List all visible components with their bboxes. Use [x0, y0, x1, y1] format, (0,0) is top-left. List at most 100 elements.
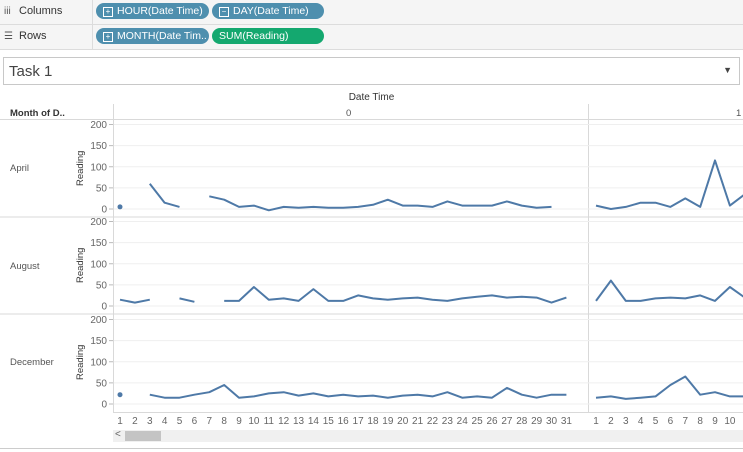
month-label-december: December — [10, 357, 54, 368]
y-tick-label: 0 — [101, 302, 107, 313]
y-tick-label: 150 — [90, 141, 107, 152]
collapse-icon[interactable]: − — [219, 7, 229, 17]
series-hour0-august-line — [224, 286, 567, 304]
x-tick-label: 19 — [382, 416, 394, 427]
y-tick-label: 100 — [90, 259, 107, 270]
series-hour0-december-point — [117, 392, 123, 398]
x-tick-label: 13 — [293, 416, 305, 427]
series-hour0-august-line — [119, 298, 150, 304]
sum-reading-pill[interactable]: SUM(Reading) — [212, 28, 324, 44]
x-tick-label: 12 — [278, 416, 290, 427]
y-tick-label: 100 — [90, 357, 107, 368]
hour-1-header: 1 — [736, 108, 742, 119]
chart-bottom-border — [113, 412, 743, 413]
shelf-divider — [92, 0, 93, 24]
series-hour0-august-line — [179, 297, 195, 303]
date-time-header: Date Time — [348, 92, 395, 103]
x-tick-label: 24 — [457, 416, 469, 427]
x-tick-label: 10 — [248, 416, 260, 427]
x-tick-label: 26 — [486, 416, 498, 427]
x-tick-label: 7 — [206, 416, 212, 427]
x-tick-label: 6 — [668, 416, 674, 427]
rows-shelf: ☰ Rows + MONTH(Date Tim.. SUM(Reading) — [0, 25, 743, 50]
scroll-left-icon[interactable]: < — [115, 429, 121, 440]
x-tick-label: 15 — [323, 416, 335, 427]
x-tick-label: 22 — [427, 416, 439, 427]
x-tick-label: 4 — [162, 416, 168, 427]
x-tick-label: 3 — [147, 416, 153, 427]
y-tick-label: 200 — [90, 120, 107, 131]
x-tick-label: 18 — [367, 416, 379, 427]
expand-icon[interactable]: + — [103, 32, 113, 42]
x-tick-label: 29 — [531, 416, 543, 427]
x-tick-label: 25 — [472, 416, 484, 427]
columns-shelf: iii Columns + HOUR(Date Time) − DAY(Date Ti… — [0, 0, 743, 25]
series-hour0-december-line — [149, 384, 567, 399]
y-tick-label: 200 — [90, 217, 107, 228]
row-header-divider — [113, 104, 114, 412]
x-tick-label: 4 — [638, 416, 644, 427]
x-tick-label: 23 — [442, 416, 454, 427]
y-tick-label: 50 — [96, 280, 108, 291]
y-tick-label: 0 — [101, 400, 107, 411]
x-tick-label: 5 — [177, 416, 183, 427]
month-of-date-header[interactable]: Month of D.. — [10, 108, 65, 119]
y-tick-label: 50 — [96, 378, 108, 389]
x-tick-label: 28 — [516, 416, 528, 427]
x-tick-label: 1 — [593, 416, 599, 427]
x-tick-label: 17 — [353, 416, 365, 427]
shelf-divider — [92, 25, 93, 49]
x-tick-label: 3 — [623, 416, 629, 427]
x-tick-label: 1 — [117, 416, 123, 427]
y-tick-label: 150 — [90, 238, 107, 249]
sheet-title-box[interactable]: Task 1 ▼ — [3, 57, 740, 85]
hour-date-time-pill[interactable]: + HOUR(Date Time) — [96, 3, 209, 19]
series-hour1-august-line — [595, 279, 743, 302]
y-tick-label: 0 — [101, 205, 107, 216]
x-tick-label: 16 — [338, 416, 350, 427]
series-hour0-april-point — [117, 204, 123, 210]
y-tick-label: 50 — [96, 183, 108, 194]
hour-0-header: 0 — [346, 108, 352, 119]
x-tick-label: 8 — [697, 416, 703, 427]
bottom-border — [0, 448, 743, 449]
x-tick-label: 14 — [308, 416, 320, 427]
x-tick-label: 30 — [546, 416, 558, 427]
series-hour1-april-line — [595, 159, 743, 210]
title-dropdown-icon[interactable]: ▼ — [723, 65, 732, 75]
columns-shelf-label: iii Columns — [4, 5, 63, 17]
y-tick-label: 100 — [90, 162, 107, 173]
rows-icon: ☰ — [4, 31, 13, 42]
columns-icon: iii — [4, 6, 11, 17]
x-tick-label: 9 — [712, 416, 718, 427]
x-tick-label: 9 — [236, 416, 242, 427]
expand-icon[interactable]: + — [103, 7, 113, 17]
sheet-title: Task 1 — [9, 63, 53, 80]
x-tick-label: 7 — [682, 416, 688, 427]
day-date-time-pill[interactable]: − DAY(Date Time) — [212, 3, 324, 19]
x-tick-label: 31 — [561, 416, 573, 427]
x-tick-label: 2 — [608, 416, 614, 427]
series-hour1-december-line — [595, 375, 743, 400]
x-tick-label: 5 — [653, 416, 659, 427]
rows-shelf-label: ☰ Rows — [4, 30, 47, 42]
x-tick-label: 10 — [724, 416, 736, 427]
y-tick-label: 150 — [90, 336, 107, 347]
month-label-april: April — [10, 163, 30, 174]
x-tick-label: 20 — [397, 416, 409, 427]
series-hour0-april-line — [209, 195, 552, 212]
x-tick-label: 27 — [501, 416, 513, 427]
x-tick-label: 11 — [264, 416, 275, 427]
month-label-august: August — [10, 261, 40, 272]
hour-pane-divider — [588, 104, 589, 412]
scroll-thumb[interactable] — [125, 431, 161, 441]
x-tick-label: 21 — [412, 416, 424, 427]
x-tick-label: 8 — [221, 416, 227, 427]
horizontal-scrollbar[interactable]: < — [113, 429, 743, 442]
x-tick-label: 6 — [192, 416, 198, 427]
month-date-time-pill[interactable]: + MONTH(Date Tim.. — [96, 28, 209, 44]
x-tick-label: 2 — [132, 416, 138, 427]
series-hour0-april-line — [149, 183, 180, 208]
header-divider — [0, 119, 743, 120]
